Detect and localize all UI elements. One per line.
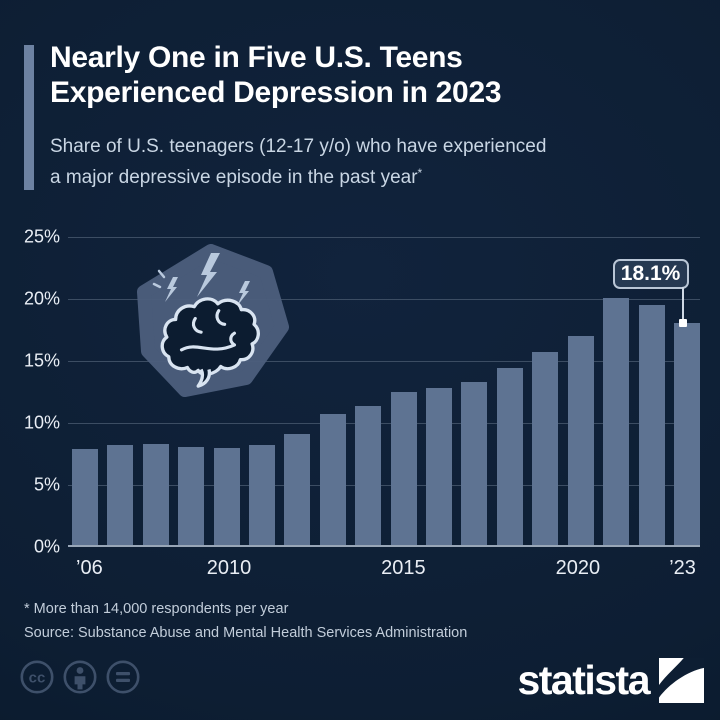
y-axis-tick-label: 0% [33,536,60,557]
subtitle-line-2: a major depressive episode in the past y… [50,167,418,188]
annotation-connector-line [681,286,684,319]
source-line: Source: Substance Abuse and Mental Healt… [24,625,468,641]
footnote-asterisk: * [417,166,423,180]
bar-2020 [567,336,594,547]
bar-2016 [426,388,453,547]
title-line-2: Experienced Depression in 2023 [50,76,502,109]
footnote: * More than 14,000 respondents per year [24,601,289,617]
bar-2008 [142,444,169,547]
gridline [68,237,700,238]
bar-2014 [355,405,382,547]
spark-lines [152,269,166,289]
x-axis-baseline [68,545,700,547]
bar-2023 [673,322,700,547]
bar-2011 [249,445,276,547]
gridline [68,361,700,362]
cc-license-icons: cc [19,659,141,695]
bar-2009 [178,446,205,547]
bar-series [72,237,700,547]
bar-2017 [461,382,488,547]
y-axis-tick-label: 20% [23,288,60,309]
page-title: Nearly One in Five U.S. Teens Experience… [50,40,670,110]
x-axis-tick-label: ’23 [669,557,696,579]
title-accent-bar [24,45,34,190]
subtitle-line-1: Share of U.S. teenagers (12-17 y/o) who … [50,136,547,157]
cc-icon: cc [20,660,54,694]
bar-2013 [319,414,346,547]
bar-2021 [603,297,630,547]
lightning-bolt-icon [197,253,220,297]
bar-2012 [284,434,311,547]
lightning-bolt-icon [165,277,178,302]
bar-2018 [496,368,523,547]
annotation-callout: 18.1% [612,258,689,289]
bar-2015 [390,392,417,547]
brain-badge [131,241,291,408]
svg-text:cc: cc [29,670,46,687]
x-axis-tick-label: 2020 [555,557,601,579]
y-axis-tick-label: 15% [23,350,60,371]
lightning-bolt-icon [237,281,250,306]
bar-2010 [213,447,240,547]
statista-wordmark: statista [517,657,650,703]
statista-logo: statista [517,656,704,704]
attribution-icon [63,660,97,694]
chart-subtitle: Share of U.S. teenagers (12-17 y/o) who … [50,133,680,191]
statista-logo-mark [659,657,704,703]
bar-2022 [638,305,665,547]
no-derivatives-icon [106,660,140,694]
bar-chart-plot-area: 18.1% 0% 5% 10% 15% 20% 25% [24,227,700,557]
y-axis-tick-label: 25% [23,226,60,247]
annotation-marker-dot [678,318,687,327]
x-axis-labels: ’06 2010 2015 2020 ’23 [72,557,700,585]
x-axis-tick-label: ’06 [76,557,103,579]
y-axis-tick-label: 10% [23,412,60,433]
x-axis-tick-label: 2010 [206,557,252,579]
bar-2006 [72,449,98,547]
gridline [68,485,700,486]
y-axis-tick-label: 5% [33,474,60,495]
brain-lightning-icon [137,244,289,397]
gridline [68,299,700,300]
brain-icon [160,297,260,388]
x-axis-tick-label: 2015 [381,557,426,579]
bar-2019 [532,352,559,547]
gridline [68,423,700,424]
title-line-1: Nearly One in Five U.S. Teens [50,41,463,74]
bar-2007 [107,445,134,547]
